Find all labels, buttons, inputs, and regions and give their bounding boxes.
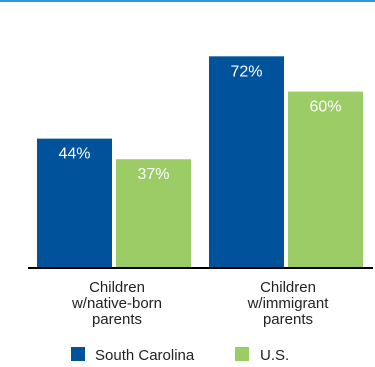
category-label-line: w/native-born	[71, 295, 162, 312]
bar-us-0	[116, 159, 191, 268]
legend-swatch-us	[235, 347, 249, 361]
category-label-line: Children	[89, 279, 145, 296]
category-label-line: Children	[260, 279, 316, 296]
category-labels: Childrenw/native-bornparentsChildrenw/im…	[71, 279, 329, 328]
category-label-line: parents	[92, 311, 142, 328]
bar-us-1	[288, 91, 363, 268]
category-label-line: w/immigrant	[247, 295, 330, 312]
bar-value-label: 37%	[137, 166, 169, 183]
bar-south-carolina-0	[37, 138, 112, 268]
category-label-line: parents	[263, 311, 313, 328]
bar-south-carolina-1	[209, 56, 284, 268]
legend-label-south-carolina: South Carolina	[95, 347, 195, 364]
bar-value-label: 72%	[230, 63, 262, 80]
bars-group: 44% 37% 72% 60%	[37, 56, 363, 268]
bar-value-label: 44%	[58, 146, 90, 163]
top-accent-strip	[0, 0, 375, 2]
legend-label-us: U.S.	[260, 347, 289, 364]
legend: South Carolina U.S.	[71, 347, 289, 364]
legend-swatch-south-carolina	[71, 347, 85, 361]
bar-value-label: 60%	[309, 99, 341, 116]
